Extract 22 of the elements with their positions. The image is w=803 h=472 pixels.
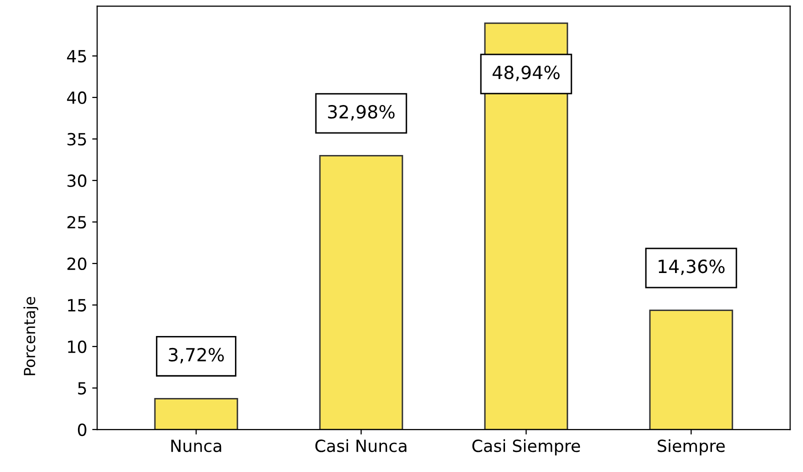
x-tick-label: Casi Nunca — [315, 439, 406, 452]
y-tick-label: 20 — [67, 257, 86, 270]
data-label: 14,36% — [658, 260, 725, 276]
y-tick-label: 0 — [78, 423, 86, 436]
data-label: 48,94% — [492, 66, 560, 82]
y-tick-label: 5 — [78, 382, 86, 395]
y-tick-label: 25 — [67, 216, 86, 229]
y-tick-label: 10 — [68, 340, 86, 354]
x-tick-label: Casi Siempre — [472, 439, 580, 456]
y-tick-label: 35 — [68, 132, 86, 146]
x-tick-label: Siempre — [658, 439, 725, 456]
y-axis-title: Porcentaje — [23, 296, 38, 376]
y-tick-label: 45 — [67, 50, 86, 63]
bar — [154, 398, 238, 430]
y-tick-label: 15 — [68, 299, 86, 312]
y-tick-label: 40 — [67, 91, 86, 104]
x-tick-label: Nunca — [171, 440, 222, 452]
bar — [319, 155, 404, 430]
y-tick-label: 30 — [68, 174, 86, 188]
data-label: 32,98% — [328, 104, 395, 120]
bar — [649, 310, 734, 430]
data-label: 3,72% — [168, 348, 224, 364]
